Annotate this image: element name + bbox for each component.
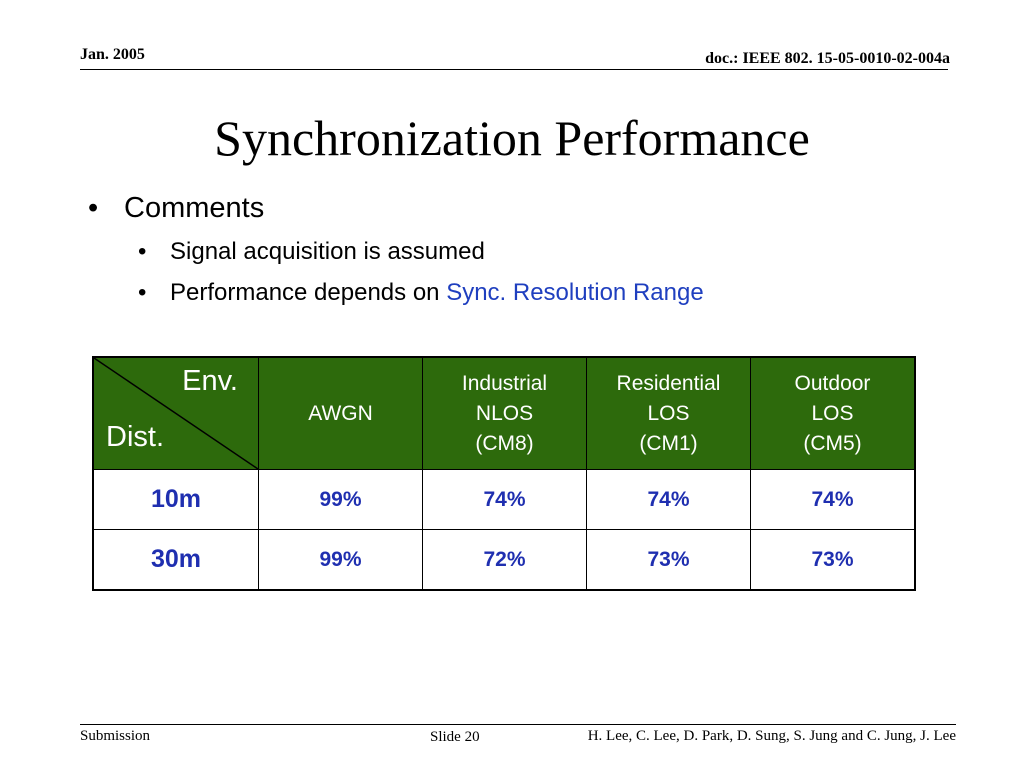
column-header-line: (CM8) (475, 431, 534, 455)
bullet-dot: • (88, 192, 99, 224)
footer-divider (80, 724, 956, 725)
column-header-residential: Residential LOS (CM1) (586, 356, 751, 470)
table-row: 10m 99% 74% 74% 74% (92, 469, 916, 530)
bullet-text: Comments (124, 192, 265, 224)
table-cell: 99% (258, 469, 423, 530)
bullet-comments: • Comments (88, 192, 264, 225)
header-date: Jan. 2005 (80, 46, 145, 63)
footer-slide-number: Slide 20 (430, 729, 480, 745)
table-cell: 74% (750, 469, 916, 530)
table-cell: 73% (750, 529, 916, 591)
header-divider (80, 69, 948, 70)
table-cell: 74% (422, 469, 587, 530)
table-header-row: Env. Dist. AWGN Industrial NLOS (CM8) Re… (92, 356, 916, 470)
corner-diagonal (94, 358, 258, 469)
column-header-line: AWGN (308, 401, 373, 425)
column-header-line: Industrial (461, 371, 548, 395)
slide-title: Synchronization Performance (214, 110, 810, 166)
bullet-dot: • (138, 279, 147, 306)
table-cell: 73% (586, 529, 751, 591)
column-header-line: Outdoor (794, 371, 871, 395)
bullet-text: Performance depends on (170, 279, 447, 306)
column-header-line: LOS (647, 401, 690, 425)
column-header-outdoor: Outdoor LOS (CM5) (750, 356, 916, 470)
sub-bullet-signal-acquisition: • Signal acquisition is assumed (138, 238, 485, 266)
column-header-line: NLOS (475, 401, 534, 425)
column-header-awgn: AWGN (258, 356, 423, 470)
bullet-text: Signal acquisition is assumed (170, 238, 485, 265)
dist-label: Dist. (106, 421, 164, 453)
footer-authors: H. Lee, C. Lee, D. Park, D. Sung, S. Jun… (587, 728, 956, 744)
row-distance: 10m (92, 469, 259, 530)
table-cell: 99% (258, 529, 423, 591)
column-header-line: (CM5) (803, 431, 862, 455)
performance-table: Env. Dist. AWGN Industrial NLOS (CM8) Re… (92, 356, 916, 591)
header-doc-id: doc.: IEEE 802. 15-05-0010-02-004a (705, 50, 950, 67)
env-label: Env. (182, 365, 238, 397)
table-cell: 74% (586, 469, 751, 530)
footer-submission: Submission (80, 728, 151, 744)
corner-cell: Env. Dist. (92, 356, 259, 470)
column-header-line: LOS (811, 401, 854, 425)
table-cell: 72% (422, 529, 587, 591)
table-row: 30m 99% 72% 73% 73% (92, 529, 916, 591)
column-header-line: Residential (616, 371, 721, 395)
sub-bullet-performance: • Performance depends on Sync. Resolution… (138, 279, 704, 307)
column-header-line: (CM1) (639, 431, 698, 455)
bullet-dot: • (138, 238, 147, 265)
row-distance: 30m (92, 529, 259, 591)
bullet-highlight-text: Sync. Resolution Range (446, 279, 704, 306)
column-header-industrial: Industrial NLOS (CM8) (422, 356, 587, 470)
